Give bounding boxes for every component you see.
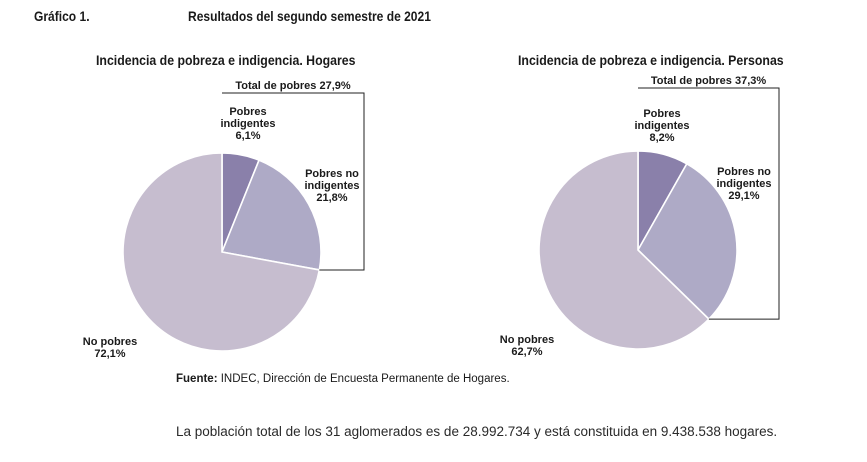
figure-number: Gráfico 1. — [34, 8, 90, 24]
source-text: INDEC, Dirección de Encuesta Permanente … — [217, 373, 510, 385]
pie-1: Total de pobres 37,3% Pobres indigentes 8,2… — [500, 75, 780, 358]
bracket-label: Total de pobres 37,3% — [651, 75, 767, 87]
population-note: La población total de los 31 aglomerados… — [176, 424, 778, 439]
bracket-label: Total de pobres 27,9% — [235, 80, 351, 92]
pie-slice — [637, 162, 738, 321]
source-note: Fuente: INDEC, Dirección de Encuesta Per… — [176, 373, 510, 385]
source-prefix: Fuente: — [176, 373, 218, 385]
slice-label: Pobres no indigentes 29,1% — [716, 166, 771, 202]
chart-title-personas: Incidencia de pobreza e indigencia. Pers… — [518, 52, 784, 68]
slice-label: Pobres indigentes 6,1% — [220, 106, 275, 142]
slice-label: Pobres no indigentes 21,8% — [304, 168, 359, 204]
slice-label: Pobres indigentes 8,2% — [634, 108, 689, 144]
pie-slice — [538, 150, 711, 350]
pie-0: Total de pobres 27,9% Pobres indigentes 6,1… — [83, 80, 365, 360]
slice-label: No pobres 72,1% — [83, 336, 137, 360]
pie-slice — [122, 152, 321, 352]
slice-label: No pobres 62,7% — [500, 334, 554, 358]
chart-title-hogares: Incidencia de pobreza e indigencia. Hoga… — [96, 52, 356, 68]
poverty-bracket — [222, 92, 365, 271]
poverty-bracket — [638, 87, 780, 320]
pie-slice — [220, 159, 322, 271]
figure-title: Resultados del segundo semestre de 2021 — [188, 8, 431, 24]
